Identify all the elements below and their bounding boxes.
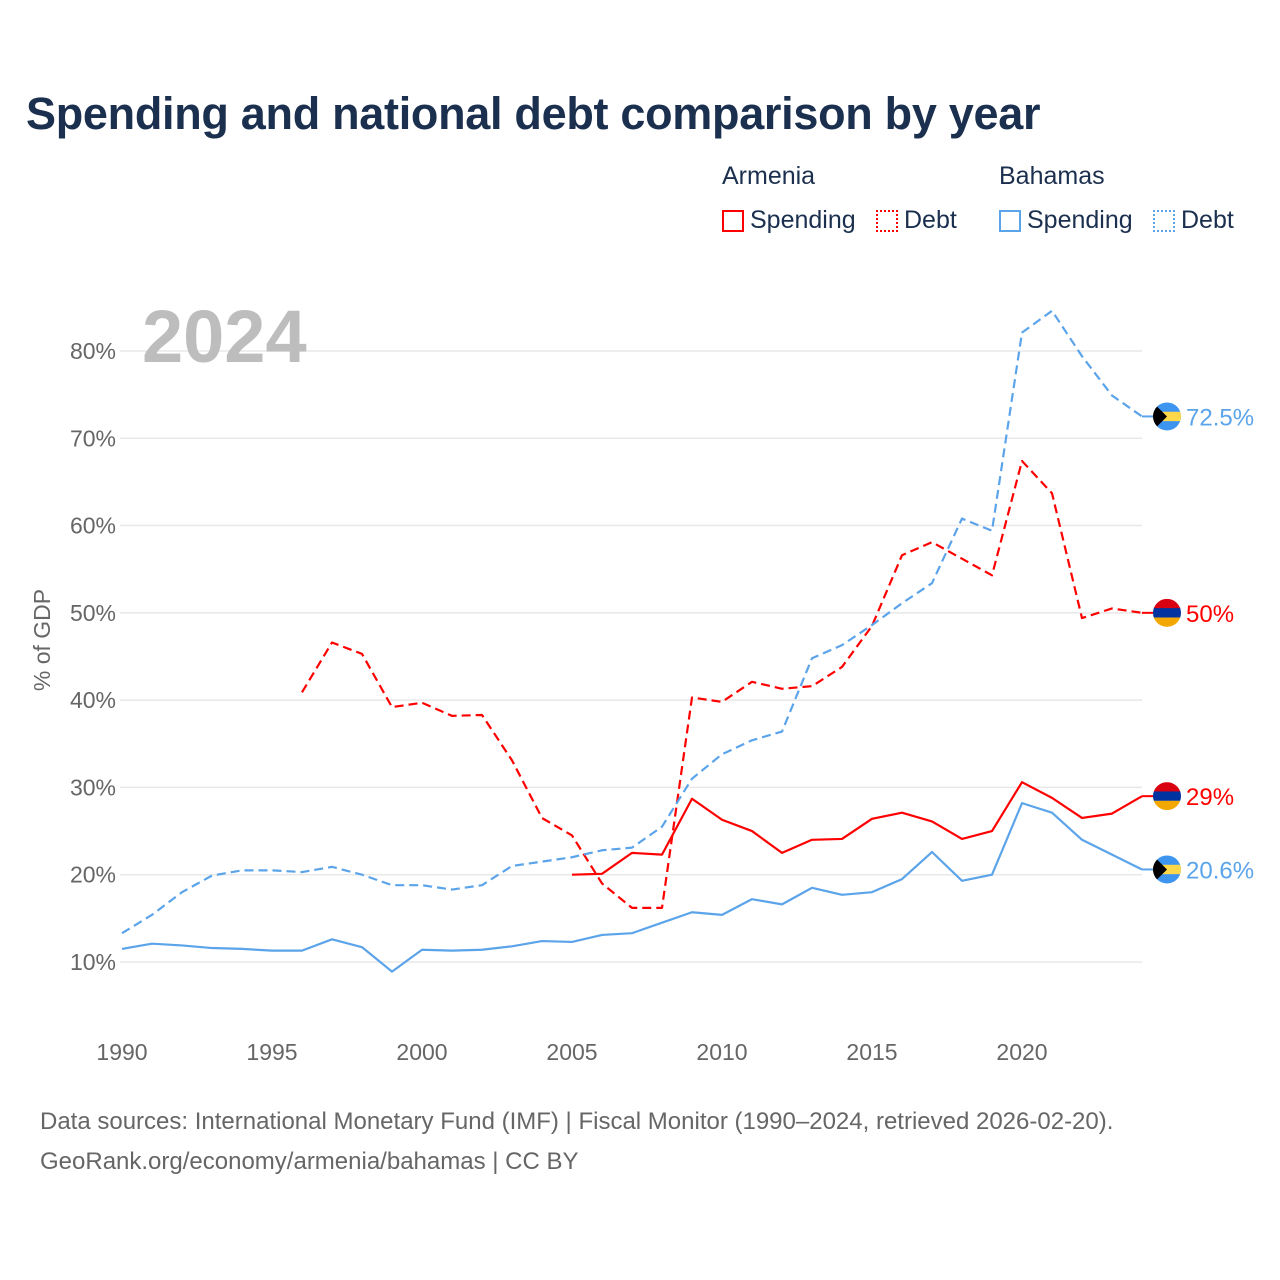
- end-value-label: 72.5%: [1186, 404, 1254, 431]
- legend-label: Debt: [904, 206, 957, 234]
- y-tick-label: 20%: [70, 862, 116, 888]
- chart-title: Spending and national debt comparison by…: [26, 88, 1041, 139]
- dotted-swatch-icon: [1153, 209, 1175, 232]
- legend-group-bahamas: Bahamas: [999, 162, 1105, 190]
- footer-sources: Data sources: International Monetary Fun…: [40, 1108, 1114, 1135]
- y-tick-label: 80%: [70, 338, 116, 364]
- y-tick-label: 50%: [70, 600, 116, 626]
- bahamas-flag-icon: [1153, 402, 1181, 431]
- footer-attribution: GeoRank.org/economy/armenia/bahamas | CC…: [40, 1148, 579, 1175]
- solid-swatch-icon: [999, 209, 1021, 232]
- x-tick-label: 2010: [696, 1039, 747, 1065]
- legend-armenia-debt[interactable]: Debt: [876, 206, 957, 235]
- x-tick-label: 1995: [246, 1039, 297, 1065]
- bahamas-flag-icon: [1153, 855, 1181, 884]
- year-label: 2024: [142, 295, 307, 378]
- y-tick-label: 10%: [70, 949, 116, 975]
- x-tick-label: 2020: [996, 1039, 1047, 1065]
- x-tick-label: 2005: [546, 1039, 597, 1065]
- y-axis-label: % of GDP: [29, 589, 55, 691]
- y-tick-label: 30%: [70, 774, 116, 800]
- solid-swatch-icon: [722, 209, 744, 232]
- x-tick-label: 2015: [846, 1039, 897, 1065]
- end-value-label: 20.6%: [1186, 857, 1254, 884]
- legend-label: Spending: [1027, 206, 1133, 234]
- x-tick-label: 1990: [96, 1039, 147, 1065]
- dotted-swatch-icon: [876, 209, 898, 232]
- legend-label: Spending: [750, 206, 856, 234]
- armenia-flag-icon: [1153, 598, 1181, 627]
- end-value-label: 50%: [1186, 601, 1234, 628]
- legend-label: Debt: [1181, 206, 1234, 234]
- end-value-label: 29%: [1186, 784, 1234, 811]
- legend-armenia-spending[interactable]: Spending: [722, 206, 856, 235]
- series-line-bahamas-debt: [121, 309, 1143, 935]
- series-line-bahamas-spending: [121, 802, 1143, 973]
- y-tick-label: 40%: [70, 687, 116, 713]
- y-tick-label: 60%: [70, 513, 116, 539]
- y-tick-label: 70%: [70, 425, 116, 451]
- series-line-armenia-spending: [571, 781, 1143, 876]
- armenia-flag-icon: [1153, 782, 1181, 811]
- legend-bahamas-debt[interactable]: Debt: [1153, 206, 1234, 235]
- legend-bahamas-spending[interactable]: Spending: [999, 206, 1133, 235]
- series-line-armenia-debt: [301, 459, 1143, 909]
- x-tick-label: 2000: [396, 1039, 447, 1065]
- legend-group-armenia: Armenia: [722, 162, 816, 190]
